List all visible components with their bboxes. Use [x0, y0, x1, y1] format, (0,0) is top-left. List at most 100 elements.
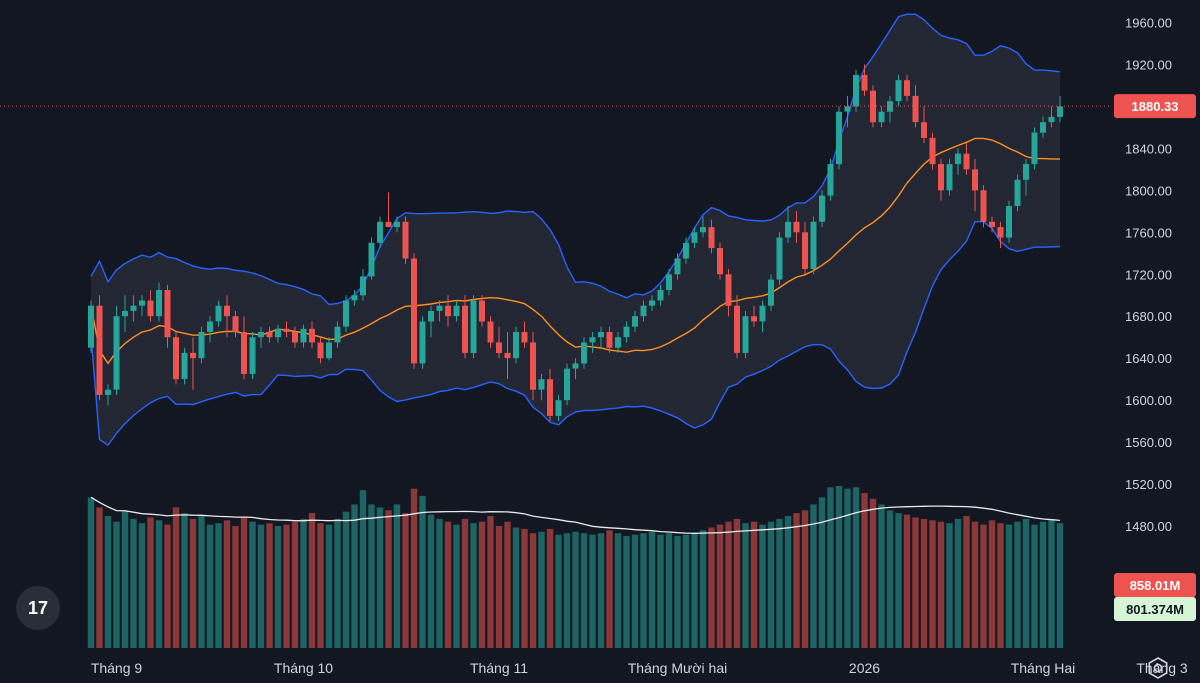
- candle[interactable]: [921, 106, 927, 144]
- candle[interactable]: [827, 158, 834, 201]
- candle[interactable]: [606, 326, 613, 353]
- candle[interactable]: [963, 143, 970, 175]
- candle[interactable]: [224, 295, 230, 338]
- candle[interactable]: [700, 216, 706, 238]
- candle[interactable]: [666, 269, 672, 296]
- candle[interactable]: [504, 332, 511, 380]
- candle[interactable]: [266, 326, 273, 343]
- candle[interactable]: [215, 300, 222, 327]
- candle[interactable]: [496, 326, 502, 359]
- candle[interactable]: [997, 221, 1004, 248]
- candle[interactable]: [725, 269, 732, 317]
- candle[interactable]: [844, 95, 851, 128]
- candle[interactable]: [793, 211, 800, 243]
- candle[interactable]: [632, 311, 638, 332]
- candle[interactable]: [581, 337, 587, 369]
- candle[interactable]: [190, 337, 196, 390]
- candle[interactable]: [717, 242, 723, 280]
- candle[interactable]: [487, 316, 494, 348]
- candle[interactable]: [972, 158, 978, 212]
- candle[interactable]: [589, 332, 596, 353]
- candle[interactable]: [904, 74, 910, 102]
- candle[interactable]: [615, 332, 621, 353]
- candle[interactable]: [368, 237, 375, 280]
- candle[interactable]: [691, 227, 698, 248]
- candle[interactable]: [402, 216, 409, 264]
- candle[interactable]: [538, 373, 545, 401]
- candle[interactable]: [955, 148, 961, 175]
- gear-icon[interactable]: [1146, 656, 1170, 680]
- candle[interactable]: [1023, 158, 1029, 196]
- candle[interactable]: [555, 394, 562, 422]
- candle[interactable]: [360, 269, 366, 301]
- candle[interactable]: [836, 106, 842, 170]
- candle[interactable]: [283, 321, 290, 338]
- candle[interactable]: [810, 216, 817, 275]
- candle[interactable]: [453, 300, 460, 322]
- candle[interactable]: [317, 337, 324, 364]
- candle[interactable]: [241, 316, 247, 380]
- candle[interactable]: [751, 305, 757, 327]
- candle[interactable]: [674, 253, 681, 280]
- candle[interactable]: [572, 358, 579, 380]
- candle[interactable]: [258, 326, 264, 348]
- candle[interactable]: [521, 321, 528, 348]
- candle[interactable]: [895, 74, 902, 107]
- candle[interactable]: [351, 290, 358, 306]
- candle[interactable]: [394, 216, 400, 233]
- candle[interactable]: [708, 219, 715, 254]
- candle[interactable]: [759, 300, 766, 333]
- candle[interactable]: [980, 185, 987, 228]
- candle[interactable]: [853, 69, 859, 112]
- candle[interactable]: [113, 305, 120, 395]
- candle[interactable]: [564, 363, 570, 406]
- candle[interactable]: [861, 64, 868, 96]
- tradingview-logo[interactable]: 17: [16, 586, 60, 630]
- candle[interactable]: [377, 216, 383, 248]
- candle[interactable]: [436, 300, 443, 322]
- candle[interactable]: [938, 158, 944, 201]
- candle[interactable]: [130, 295, 137, 322]
- candle[interactable]: [657, 284, 664, 306]
- candle[interactable]: [802, 221, 808, 275]
- candle[interactable]: [292, 326, 298, 348]
- candle[interactable]: [207, 316, 213, 343]
- candle[interactable]: [1006, 200, 1012, 243]
- candle[interactable]: [147, 290, 154, 322]
- candle[interactable]: [734, 295, 740, 359]
- candle[interactable]: [470, 295, 477, 359]
- candle[interactable]: [232, 311, 239, 338]
- candle[interactable]: [819, 190, 825, 228]
- candle[interactable]: [1057, 95, 1063, 123]
- candle[interactable]: [785, 206, 791, 243]
- candle[interactable]: [887, 95, 893, 123]
- candle[interactable]: [156, 282, 162, 322]
- candle[interactable]: [385, 192, 392, 228]
- candle[interactable]: [428, 305, 434, 338]
- candle[interactable]: [1048, 106, 1055, 128]
- candle[interactable]: [878, 106, 885, 128]
- candle[interactable]: [929, 132, 936, 170]
- candle[interactable]: [88, 300, 94, 353]
- candle[interactable]: [649, 295, 655, 311]
- candle[interactable]: [776, 232, 783, 285]
- candle[interactable]: [181, 347, 188, 385]
- candle[interactable]: [1014, 174, 1021, 212]
- candle[interactable]: [946, 158, 953, 196]
- candle[interactable]: [343, 295, 349, 332]
- candle[interactable]: [479, 295, 485, 327]
- candle[interactable]: [768, 274, 774, 311]
- candle[interactable]: [912, 85, 919, 128]
- candle[interactable]: [198, 326, 205, 364]
- candle[interactable]: [309, 321, 315, 348]
- candle[interactable]: [419, 316, 426, 369]
- candle[interactable]: [334, 321, 341, 348]
- candle[interactable]: [173, 332, 179, 385]
- candle[interactable]: [530, 332, 536, 401]
- candle[interactable]: [598, 326, 604, 348]
- candle[interactable]: [96, 295, 103, 401]
- candle[interactable]: [640, 300, 647, 322]
- candle[interactable]: [275, 324, 281, 343]
- candle[interactable]: [683, 237, 689, 264]
